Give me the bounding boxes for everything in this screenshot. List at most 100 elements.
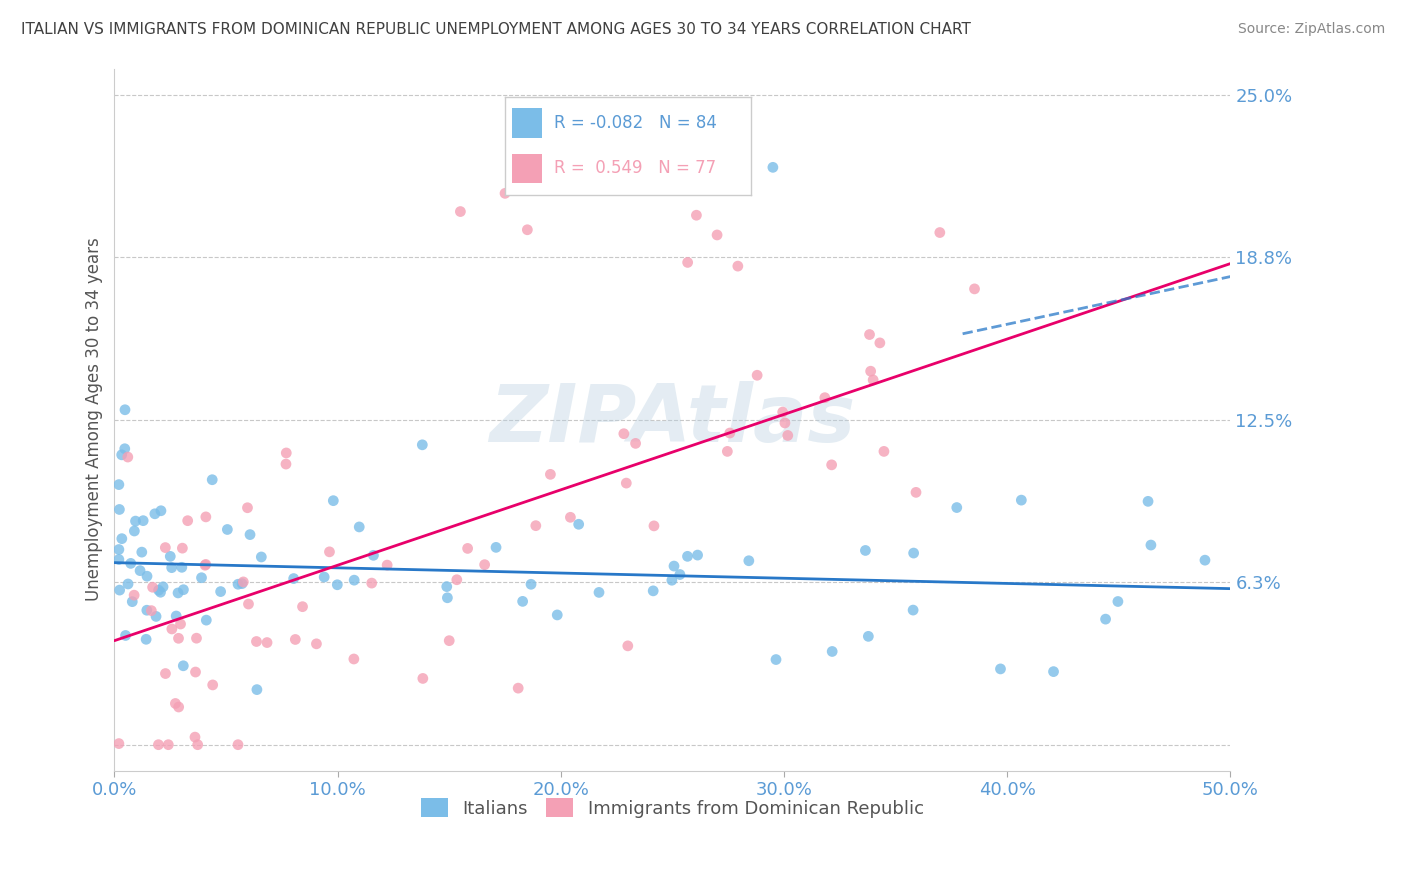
- Text: ZIPAtlas: ZIPAtlas: [489, 381, 856, 458]
- Point: [165, 609, 187, 624]
- Point: [436, 591, 458, 605]
- Point: [457, 541, 479, 556]
- Point: [928, 226, 950, 240]
- Point: [363, 549, 385, 563]
- Point: [446, 573, 468, 587]
- Point: [136, 569, 159, 583]
- Point: [187, 738, 209, 752]
- Point: [412, 672, 434, 686]
- Point: [108, 477, 131, 491]
- Point: [901, 603, 924, 617]
- Point: [905, 485, 928, 500]
- Point: [858, 327, 880, 342]
- Text: Source: ZipAtlas.com: Source: ZipAtlas.com: [1237, 22, 1385, 37]
- Point: [226, 577, 249, 591]
- Point: [762, 161, 785, 175]
- Point: [322, 493, 344, 508]
- Point: [117, 450, 139, 464]
- Point: [685, 208, 707, 222]
- Point: [859, 364, 882, 378]
- Point: [485, 541, 508, 555]
- Point: [172, 582, 194, 597]
- Point: [1094, 612, 1116, 626]
- Point: [474, 558, 496, 572]
- Point: [114, 628, 136, 642]
- Point: [676, 549, 699, 564]
- Point: [245, 634, 267, 648]
- Point: [538, 467, 561, 482]
- Point: [706, 227, 728, 242]
- Point: [814, 391, 837, 405]
- Point: [108, 502, 131, 516]
- Legend: Italians, Immigrants from Dominican Republic: Italians, Immigrants from Dominican Repu…: [413, 791, 931, 825]
- Point: [194, 558, 217, 573]
- Point: [718, 425, 741, 440]
- Point: [172, 541, 194, 556]
- Point: [820, 458, 842, 472]
- Point: [512, 594, 534, 608]
- Point: [314, 570, 336, 584]
- Point: [284, 632, 307, 647]
- Point: [439, 633, 461, 648]
- Point: [201, 678, 224, 692]
- Point: [821, 644, 844, 658]
- Point: [121, 594, 143, 608]
- Point: [209, 584, 232, 599]
- Point: [236, 500, 259, 515]
- Point: [1010, 493, 1032, 508]
- Point: [148, 738, 170, 752]
- Point: [643, 583, 665, 598]
- Point: [862, 373, 884, 387]
- Point: [135, 632, 157, 647]
- Point: [613, 426, 636, 441]
- Point: [201, 473, 224, 487]
- Point: [155, 666, 177, 681]
- Point: [149, 585, 172, 599]
- Point: [360, 576, 382, 591]
- Point: [494, 186, 516, 201]
- Point: [343, 573, 366, 587]
- Text: ITALIAN VS IMMIGRANTS FROM DOMINICAN REPUBLIC UNEMPLOYMENT AMONG AGES 30 TO 34 Y: ITALIAN VS IMMIGRANTS FROM DOMINICAN REP…: [21, 22, 972, 37]
- Point: [165, 697, 187, 711]
- Point: [661, 573, 683, 587]
- Point: [176, 514, 198, 528]
- Y-axis label: Unemployment Among Ages 30 to 34 years: Unemployment Among Ages 30 to 34 years: [86, 238, 103, 601]
- Point: [318, 545, 340, 559]
- Point: [122, 588, 145, 602]
- Point: [157, 738, 180, 752]
- Point: [170, 560, 193, 574]
- Point: [148, 583, 170, 598]
- Point: [143, 507, 166, 521]
- Point: [184, 730, 207, 744]
- Point: [108, 552, 131, 566]
- Point: [772, 405, 794, 419]
- Point: [1042, 665, 1064, 679]
- Point: [546, 607, 568, 622]
- Point: [184, 665, 207, 679]
- Point: [747, 368, 769, 383]
- Point: [159, 549, 181, 564]
- Point: [617, 639, 640, 653]
- Point: [524, 518, 547, 533]
- Point: [108, 583, 131, 598]
- Point: [662, 559, 685, 574]
- Point: [963, 282, 986, 296]
- Point: [765, 652, 787, 666]
- Point: [167, 700, 190, 714]
- Point: [375, 558, 398, 573]
- Point: [152, 580, 174, 594]
- Point: [120, 557, 142, 571]
- Point: [186, 631, 208, 645]
- Point: [516, 223, 538, 237]
- Point: [643, 519, 665, 533]
- Point: [738, 554, 761, 568]
- Point: [276, 446, 298, 460]
- Point: [141, 604, 163, 618]
- Point: [588, 585, 610, 599]
- Point: [226, 738, 249, 752]
- Point: [194, 558, 217, 572]
- Point: [449, 204, 471, 219]
- Point: [160, 560, 183, 574]
- Point: [305, 637, 328, 651]
- Point: [291, 599, 314, 614]
